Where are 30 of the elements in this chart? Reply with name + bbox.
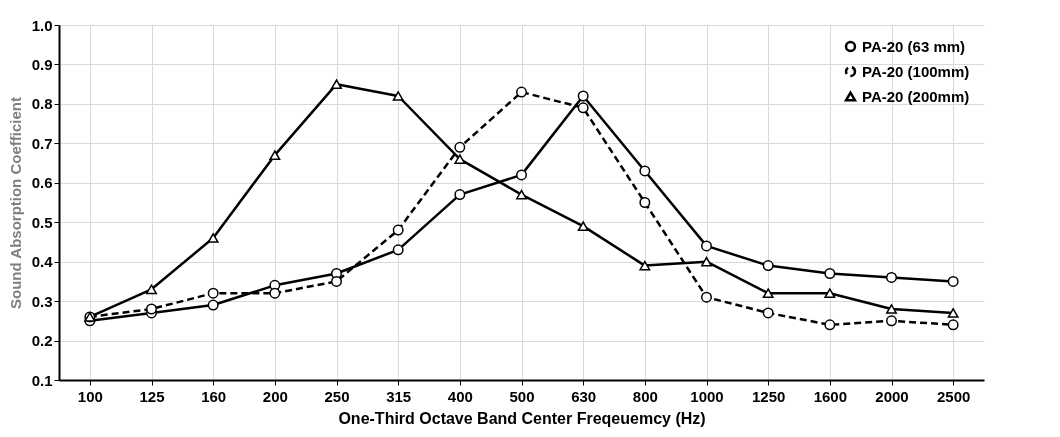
x-tick-label: 500: [509, 387, 535, 405]
x-tick-label: 1250: [751, 387, 786, 405]
legend-label: PA-20 (100mm): [862, 62, 970, 80]
x-tick-label: 100: [77, 387, 103, 405]
y-tick-label: 1.0: [31, 16, 53, 34]
y-tick-label: 0.6: [31, 174, 53, 192]
y-axis-title: Sound Absorption Coefficient: [6, 97, 24, 309]
x-tick-label: 2000: [875, 387, 909, 405]
x-tick-label: 315: [386, 387, 412, 405]
y-tick-label: 0.3: [31, 292, 53, 310]
y-tick-label: 0.8: [31, 95, 53, 113]
x-axis-title: One-Third Octave Band Center Freqeuemcy (Hz): [338, 409, 706, 427]
legend-label: PA-20 (63 mm): [862, 37, 966, 55]
y-tick-label: 0.1: [31, 371, 53, 389]
x-tick-label: 400: [447, 387, 473, 405]
y-tick-label: 0.2: [31, 332, 53, 350]
x-tick-label: 250: [324, 387, 350, 405]
legend-label: PA-20 (200mm): [862, 87, 970, 105]
x-tick-label: 2500: [936, 387, 971, 405]
y-tick-label: 0.5: [31, 213, 53, 231]
y-tick-label: 0.7: [31, 134, 53, 152]
x-tick-label: 160: [201, 387, 227, 405]
y-tick-label: 0.9: [31, 55, 53, 73]
x-tick-label: 1600: [813, 387, 848, 405]
x-tick-label: 125: [139, 387, 165, 405]
x-tick-label: 630: [571, 387, 597, 405]
y-tick-label: 0.4: [31, 253, 54, 271]
x-tick-label: 800: [632, 387, 658, 405]
x-tick-label: 200: [262, 387, 288, 405]
x-tick-label: 1000: [690, 387, 724, 405]
